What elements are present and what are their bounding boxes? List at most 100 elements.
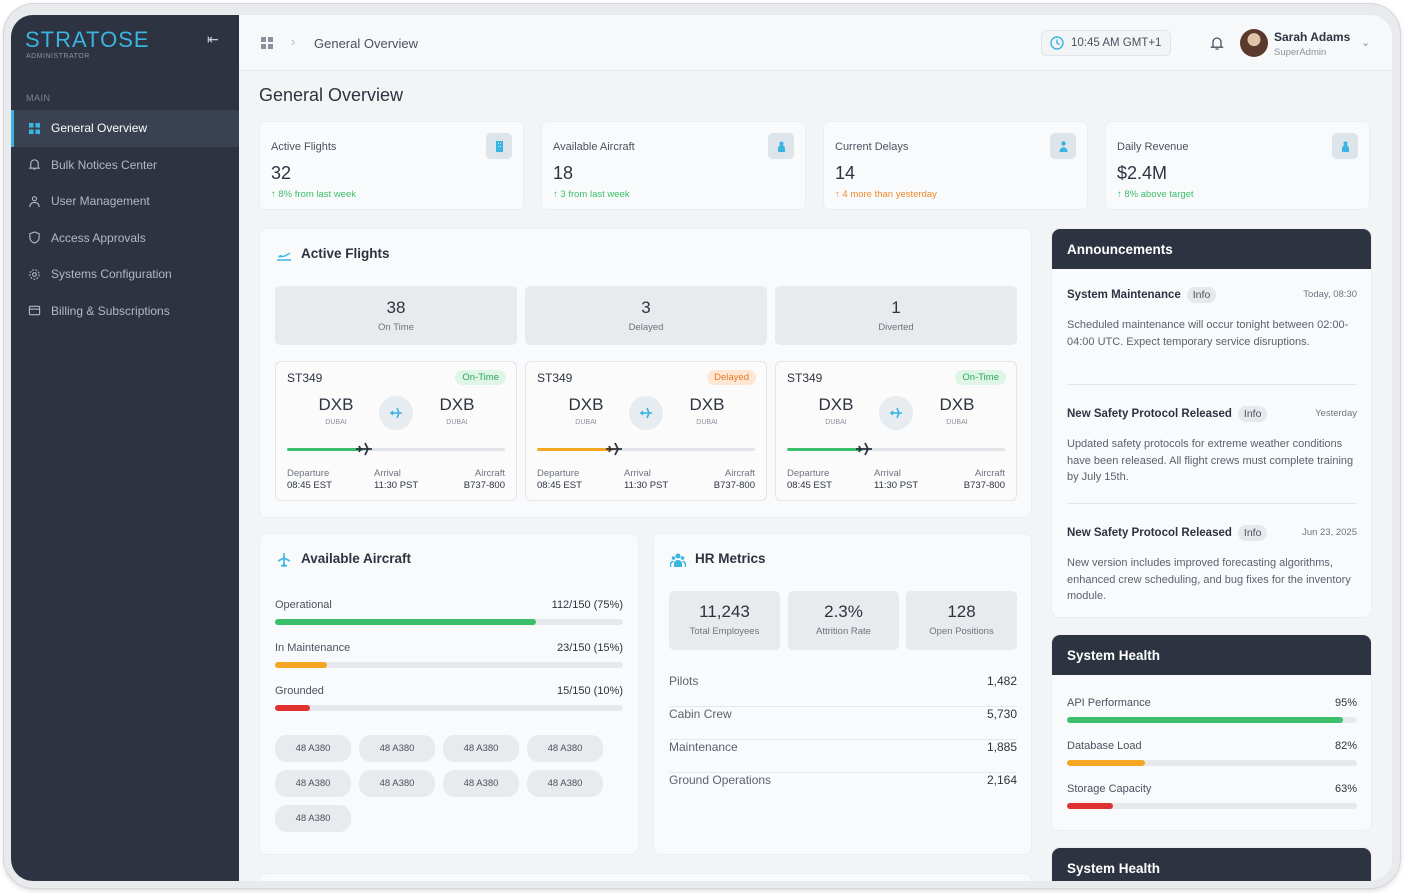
timezone-clock[interactable]: 10:45 AM GMT+1 bbox=[1041, 30, 1172, 56]
announcement-body: Scheduled maintenance will occur tonight… bbox=[1067, 319, 1349, 348]
stat-value: 14 bbox=[835, 163, 856, 183]
aircraft-chip[interactable]: 48 A380 bbox=[359, 770, 435, 797]
avatar[interactable] bbox=[1240, 29, 1268, 57]
sidebar-section-label: MAIN bbox=[26, 93, 51, 103]
sidebar-item-user-management[interactable]: User Management bbox=[11, 183, 239, 220]
breadcrumb[interactable]: General Overview bbox=[314, 36, 419, 51]
destination-city: DUBAI bbox=[946, 419, 968, 426]
flight-code: ST349 bbox=[787, 371, 823, 385]
row-value: 63% bbox=[1334, 783, 1357, 795]
aircraft-chip[interactable]: 48 A380 bbox=[443, 735, 519, 762]
origin-code: DXB bbox=[818, 395, 854, 414]
table-row: Maintenance 1,885 bbox=[669, 740, 1017, 773]
destination-code: DXB bbox=[439, 395, 475, 414]
row-label: Storage Capacity bbox=[1067, 783, 1152, 795]
team-icon bbox=[1332, 133, 1358, 159]
aircraft-chip[interactable]: 48 A380 bbox=[275, 770, 351, 797]
aircraft-operational-row: Operational 112/150 (75%) bbox=[275, 599, 623, 625]
departure-label: Departure bbox=[787, 468, 830, 479]
stat-card-current-delays[interactable]: Current Delays 14 ↑ 4 more than yesterda… bbox=[823, 121, 1088, 210]
sidebar-item-bulk-notices[interactable]: Bulk Notices Center bbox=[11, 147, 239, 184]
arrow-up-icon: ↑ bbox=[553, 189, 561, 200]
status-badge: On-Time bbox=[455, 370, 506, 385]
billing-icon bbox=[27, 304, 41, 318]
row-value: 95% bbox=[1334, 697, 1357, 709]
aircraft-chip[interactable]: 48 A380 bbox=[275, 805, 351, 832]
flight-code: ST349 bbox=[287, 371, 323, 385]
metric-label: Attrition Rate bbox=[816, 626, 871, 637]
sidebar-item-label: User Management bbox=[51, 194, 150, 209]
metric-label: Open Positions bbox=[929, 626, 994, 637]
stat-card-available-aircraft[interactable]: Available Aircraft 18 ↑ 3 from last week bbox=[541, 121, 806, 210]
hr-total-employees: 11,243 Total Employees bbox=[669, 591, 780, 650]
summary-label: On Time bbox=[378, 322, 414, 333]
aircraft-chip[interactable]: 48 A380 bbox=[275, 735, 351, 762]
person-icon bbox=[1050, 133, 1076, 159]
announcement-item[interactable]: New Safety Protocol Released Info Jun 23,… bbox=[1067, 525, 1357, 605]
health-api-row: API Performance 95% bbox=[1067, 697, 1357, 723]
aircraft-chip[interactable]: 48 A380 bbox=[527, 735, 603, 762]
announcement-date: Yesterday bbox=[1315, 408, 1357, 419]
aircraft-chip[interactable]: 48 A380 bbox=[359, 735, 435, 762]
row-label: Operational bbox=[275, 599, 332, 611]
progress-track bbox=[1067, 717, 1357, 723]
system-health-panel-2: System Health bbox=[1051, 847, 1372, 881]
row-value: 15/150 (10%) bbox=[556, 685, 623, 697]
announcement-title: System Maintenance bbox=[1067, 289, 1181, 301]
user-name[interactable]: Sarah Adams bbox=[1274, 30, 1351, 44]
summary-on-time: 38 On Time bbox=[275, 286, 517, 345]
panel-title: Active Flights bbox=[301, 246, 390, 261]
status-badge: Delayed bbox=[707, 370, 756, 385]
announcement-item[interactable]: System Maintenance Info Today, 08:30 Sche… bbox=[1067, 287, 1357, 350]
row-value: 112/150 (75%) bbox=[551, 599, 623, 611]
aircraft-chip[interactable]: 48 A380 bbox=[443, 770, 519, 797]
aircraft-label: Aircraft bbox=[974, 468, 1005, 479]
airplane-icon bbox=[879, 396, 913, 430]
sidebar-item-general-overview[interactable]: General Overview bbox=[11, 110, 239, 147]
grid-icon[interactable] bbox=[261, 37, 273, 49]
flight-card[interactable]: ST349 On-Time DXB DUBAI DXB DUBAI Depart… bbox=[775, 361, 1017, 501]
page-title: General Overview bbox=[259, 85, 404, 105]
plane-marker-icon bbox=[856, 442, 872, 456]
panel-title: System Health bbox=[1052, 635, 1371, 675]
stat-change: ↑ 3 from last week bbox=[553, 189, 630, 200]
summary-label: Delayed bbox=[628, 322, 664, 333]
sidebar-item-label: General Overview bbox=[51, 121, 148, 136]
announcement-item[interactable]: New Safety Protocol Released Info Yesterd… bbox=[1067, 406, 1357, 486]
divider bbox=[1067, 384, 1357, 385]
sidebar-item-systems-configuration[interactable]: Systems Configuration bbox=[11, 256, 239, 293]
aircraft-chip[interactable]: 48 A380 bbox=[527, 770, 603, 797]
health-database-row: Database Load 82% bbox=[1067, 740, 1357, 766]
row-label: Database Load bbox=[1067, 740, 1142, 752]
sidebar: STRATOSE ADMINISTRATOR ⇤ MAIN General Ov… bbox=[11, 15, 239, 881]
departure-label: Departure bbox=[287, 468, 330, 479]
origin-city: DUBAI bbox=[825, 419, 847, 426]
stat-card-daily-revenue[interactable]: Daily Revenue $2.4M ↑ 8% above target bbox=[1105, 121, 1370, 210]
next-panel-peek bbox=[259, 873, 1032, 881]
flight-progress-track bbox=[537, 448, 755, 451]
collapse-sidebar-icon[interactable]: ⇤ bbox=[207, 31, 219, 47]
flight-card[interactable]: ST349 Delayed DXB DUBAI DXB DUBAI Depart… bbox=[525, 361, 767, 501]
stat-card-active-flights[interactable]: Active Flights 32 ↑ 8% from last week bbox=[259, 121, 524, 210]
arrival-label: Arrival bbox=[624, 468, 651, 479]
sidebar-item-billing[interactable]: Billing & Subscriptions bbox=[11, 293, 239, 330]
flight-card[interactable]: ST349 On-Time DXB DUBAI DXB DUBAI Depart… bbox=[275, 361, 517, 501]
clock-icon bbox=[1050, 36, 1064, 50]
row-label: Cabin Crew bbox=[669, 707, 732, 721]
shield-icon bbox=[27, 231, 41, 245]
available-aircraft-panel: Available Aircraft Operational 112/150 (… bbox=[259, 533, 639, 855]
plane-marker-icon bbox=[356, 442, 372, 456]
hr-open-positions: 128 Open Positions bbox=[906, 591, 1017, 650]
announcement-title: New Safety Protocol Released bbox=[1067, 527, 1232, 539]
origin-city: DUBAI bbox=[575, 419, 597, 426]
sidebar-item-access-approvals[interactable]: Access Approvals bbox=[11, 220, 239, 257]
status-badge: On-Time bbox=[955, 370, 1006, 385]
chevron-down-icon[interactable]: ⌄ bbox=[1361, 37, 1371, 49]
sidebar-item-label: Billing & Subscriptions bbox=[51, 303, 170, 318]
notification-bell-icon[interactable] bbox=[1209, 35, 1225, 51]
announcement-body: New version includes improved forecastin… bbox=[1067, 557, 1351, 602]
summary-value: 1 bbox=[891, 298, 901, 317]
row-label: API Performance bbox=[1067, 697, 1151, 709]
aircraft-type: B737-800 bbox=[713, 480, 755, 491]
arrival-time: 11:30 PST bbox=[374, 480, 419, 491]
